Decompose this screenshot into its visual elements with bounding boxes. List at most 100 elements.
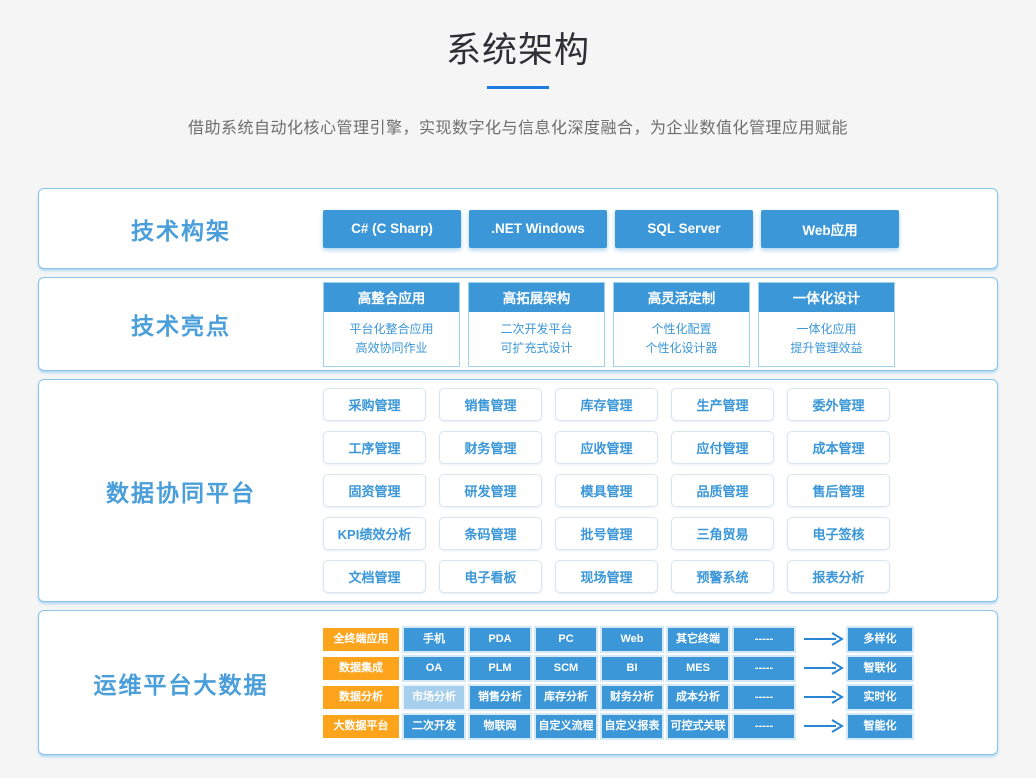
section-label-tech-stack: 技术构架 [131,217,231,244]
bigdata-items: 市场分析 销售分析 库存分析 财务分析 成本分析 ----- [404,685,794,709]
module-button[interactable]: 批号管理 [555,517,658,550]
highlight-line: 个性化配置 [651,321,712,336]
module-button[interactable]: 应收管理 [555,431,658,464]
highlight-line: 提升管理效益 [790,340,863,355]
bigdata-tag: 数据分析 [323,685,399,709]
bigdata-result: 多样化 [848,627,912,651]
module-button[interactable]: 预警系统 [671,560,774,593]
bigdata-row: 全终端应用 手机 PDA PC Web 其它终端 ----- 多样化 [323,627,912,651]
bigdata-item: 自定义报表 [602,714,662,738]
highlight-lines: 平台化整合应用 高效协同作业 [324,314,459,366]
tech-stack-button[interactable]: C# (C Sharp) [323,209,461,248]
module-button[interactable]: 委外管理 [787,388,890,421]
arrow-right-icon [804,719,844,733]
module-button[interactable]: 应付管理 [671,431,774,464]
module-button[interactable]: 文档管理 [323,560,426,593]
section-data-platform: 数据协同平台 采购管理 销售管理 库存管理 生产管理 委外管理工序管理 财务管理 应收管理应… [38,379,998,602]
highlight-line: 个性化设计器 [645,340,718,355]
section-bigdata: 运维平台大数据 全终端应用 手机 PDA PC Web 其它终端 ----- 多样化 数据… [38,610,998,755]
arrow-right-icon [804,661,844,675]
module-button[interactable]: 售后管理 [787,474,890,507]
module-button[interactable]: 研发管理 [439,474,542,507]
section-label-highlights: 技术亮点 [131,313,231,339]
highlight-card: 高整合应用 平台化整合应用 高效协同作业 [323,281,460,367]
bigdata-tag: 全终端应用 [323,627,399,651]
highlight-card: 高灵活定制 个性化配置个性化设计器 [613,281,750,367]
bigdata-items: OA PLM SCM BI MES ----- [404,656,794,680]
bigdata-item: SCM [536,656,596,680]
bigdata-tag: 大数据平台 [323,714,399,738]
bigdata-item: 二次开发 [404,714,464,738]
bigdata-item: PLM [470,656,530,680]
module-button[interactable]: 生产管理 [671,388,774,421]
highlight-lines: 二次开发平台 可扩充式设计 [469,314,604,366]
highlight-title: 高灵活定制 [614,282,749,314]
highlight-line: 平台化整合应用 [349,321,434,336]
module-button[interactable]: KPI绩效分析 [323,517,426,550]
bigdata-item: ----- [734,685,794,709]
module-button[interactable]: 条码管理 [439,517,542,550]
highlight-line: 可扩充式设计 [500,340,573,355]
bigdata-item: PC [536,627,596,651]
highlight-title: 一体化设计 [759,282,894,314]
module-button[interactable]: 销售管理 [439,388,542,421]
bigdata-item: ----- [734,627,794,651]
bigdata-item: 成本分析 [668,685,728,709]
arrow-right-icon [804,632,844,646]
bigdata-item: ----- [734,714,794,738]
page-title: 系统架构 [445,31,590,70]
module-button[interactable]: 品质管理 [671,474,774,507]
module-button[interactable]: 报表分析 [787,560,890,593]
bigdata-item: 市场分析 [404,685,464,709]
bigdata-row: 数据集成 OA PLM SCM BI MES ----- 智联化 [323,656,912,680]
module-button[interactable]: 现场管理 [555,560,658,593]
module-button[interactable]: 固资管理 [323,474,426,507]
tech-stack-button[interactable]: SQL Server [615,209,753,248]
section-label-data-platform: 数据协同平台 [106,479,256,506]
module-button[interactable]: 成本管理 [787,431,890,464]
module-button[interactable]: 三角贸易 [671,517,774,550]
module-button[interactable]: 工序管理 [323,431,426,464]
module-button[interactable]: 电子签核 [787,517,890,550]
bigdata-item: ----- [734,656,794,680]
system-architecture-page: 系统架构 借助系统自动化核心管理引擎，实现数字化与信息化深度融合，为企业数值化管… [0,0,1036,755]
highlight-line: 高效协同作业 [355,340,428,355]
highlight-cards: 高整合应用 平台化整合应用 高效协同作业 高拓展架构 二次开发平台 可扩充式设计 高… [323,281,895,367]
bigdata-item: 其它终端 [668,627,728,651]
page-header: 系统架构 借助系统自动化核心管理引擎，实现数字化与信息化深度融合，为企业数值化管… [0,0,1036,138]
module-button[interactable]: 采购管理 [323,388,426,421]
bigdata-item: 自定义流程 [536,714,596,738]
highlight-title: 高整合应用 [324,282,459,314]
bigdata-row: 大数据平台 二次开发 物联网 自定义流程 自定义报表 可控式关联 ----- 智能化 [323,714,912,738]
bigdata-items: 二次开发 物联网 自定义流程 自定义报表 可控式关联 ----- [404,714,794,738]
section-cards: 技术构架 C# (C Sharp) .NET Windows SQL Server W… [0,188,1036,755]
module-button[interactable]: 模具管理 [555,474,658,507]
highlight-line: 二次开发平台 [500,321,573,336]
bigdata-item: 财务分析 [602,685,662,709]
module-button[interactable]: 财务管理 [439,431,542,464]
bigdata-item: Web [602,627,662,651]
page-subtitle: 借助系统自动化核心管理引擎，实现数字化与信息化深度融合，为企业数值化管理应用赋能 [187,120,848,137]
highlight-lines: 一体化应用提升管理效益 [759,314,894,366]
bigdata-item: PDA [470,627,530,651]
highlight-lines: 个性化配置个性化设计器 [614,314,749,366]
module-button[interactable]: 库存管理 [555,388,658,421]
bigdata-item: OA [404,656,464,680]
module-button[interactable]: 电子看板 [439,560,542,593]
highlight-card: 高拓展架构 二次开发平台 可扩充式设计 [468,281,605,367]
module-grid: 采购管理 销售管理 库存管理 生产管理 委外管理工序管理 财务管理 应收管理 应付管理 成本管理… [323,388,890,593]
bigdata-item: 物联网 [470,714,530,738]
title-underline [487,86,549,89]
section-label-bigdata: 运维平台大数据 [93,671,269,698]
tech-stack-button[interactable]: Web应用 [761,209,899,248]
arrow-right-icon [804,690,844,704]
bigdata-item: BI [602,656,662,680]
section-highlights: 技术亮点 高整合应用 平台化整合应用 高效协同作业 高拓展架构 二次开发平台 可扩充… [38,277,998,371]
bigdata-row: 数据分析 市场分析 销售分析 库存分析 财务分析 成本分析 ----- 实时化 [323,685,912,709]
highlight-card: 一体化设计 一体化应用提升管理效益 [758,281,895,367]
bigdata-result: 智联化 [848,656,912,680]
tech-stack-button[interactable]: .NET Windows [469,209,607,248]
bigdata-result: 实时化 [848,685,912,709]
bigdata-item: 销售分析 [470,685,530,709]
highlight-line: 一体化应用 [796,321,857,336]
